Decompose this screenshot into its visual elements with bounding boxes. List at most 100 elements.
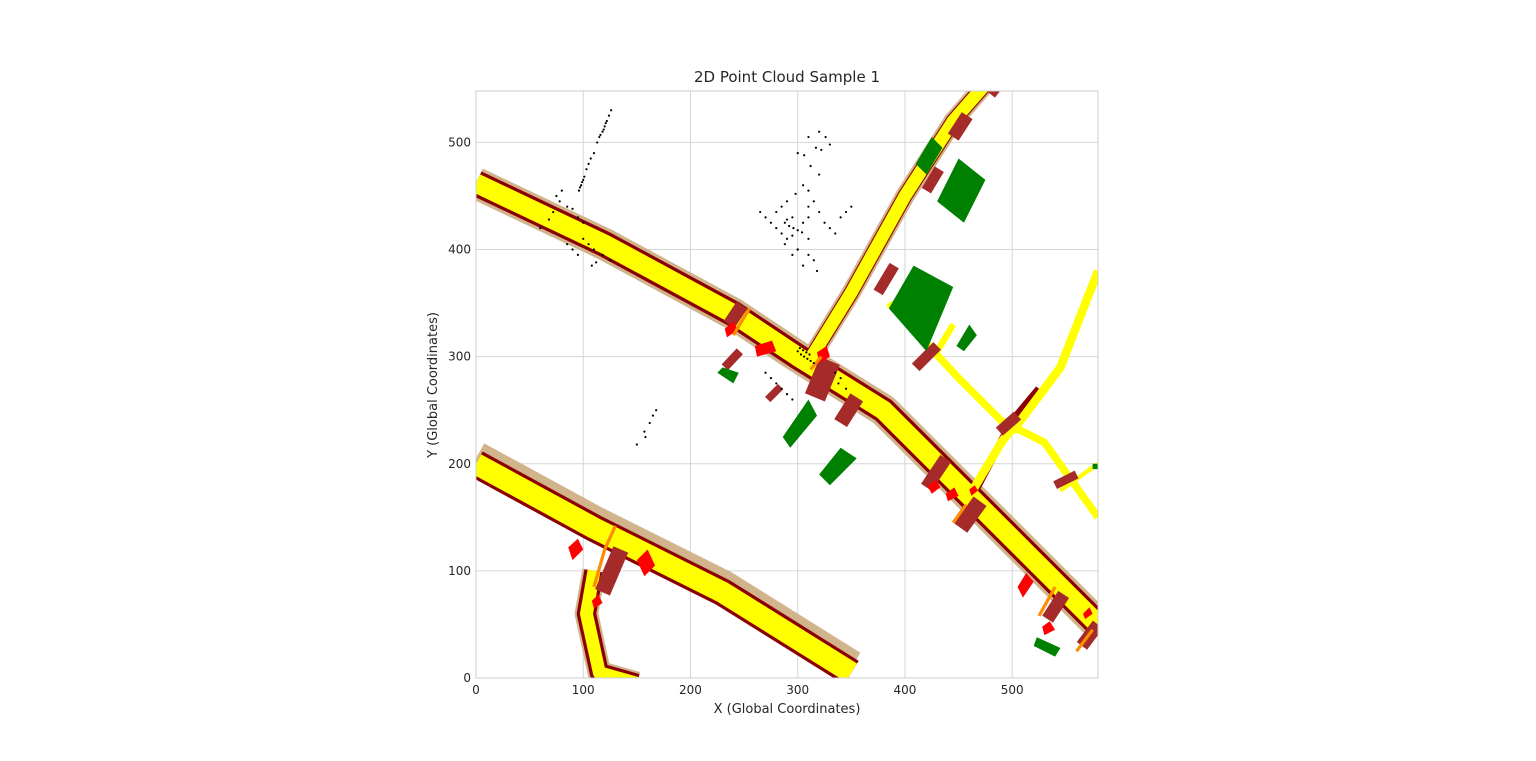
road-segment xyxy=(934,322,956,353)
point xyxy=(818,210,821,214)
point xyxy=(576,253,579,256)
x-axis: 0 100 200 300 400 500 xyxy=(472,683,1023,697)
point xyxy=(780,387,783,390)
edge-segment xyxy=(1075,628,1094,653)
marking-patch xyxy=(1082,607,1093,620)
crosswalk-segment xyxy=(1042,590,1070,623)
road-segment xyxy=(802,91,989,366)
point xyxy=(571,207,574,210)
y-tick-label: 400 xyxy=(448,243,471,257)
point xyxy=(807,237,810,240)
vegetation-patch xyxy=(915,137,943,175)
point xyxy=(610,109,613,112)
point xyxy=(780,232,783,235)
crosswalk-segment xyxy=(834,393,864,428)
y-axis-label: Y (Global Coordinates) xyxy=(426,312,441,459)
point xyxy=(643,430,646,433)
point xyxy=(801,264,805,267)
sidewalk-layer xyxy=(476,91,1098,678)
point xyxy=(592,248,596,251)
point xyxy=(818,130,821,133)
point xyxy=(805,351,808,354)
point xyxy=(809,164,812,168)
road-segment xyxy=(1008,269,1098,435)
point xyxy=(812,259,815,262)
point xyxy=(818,173,821,176)
point xyxy=(780,205,783,208)
point xyxy=(644,435,647,439)
point xyxy=(601,130,604,133)
point xyxy=(808,353,811,356)
point xyxy=(785,218,789,221)
crosswalk-segment xyxy=(986,91,1001,98)
point xyxy=(571,248,574,251)
point xyxy=(582,221,585,224)
point xyxy=(607,114,611,117)
point xyxy=(803,355,806,358)
road-segment xyxy=(1059,462,1098,493)
point xyxy=(839,216,842,219)
y-tick-label: 500 xyxy=(448,135,471,149)
point xyxy=(579,184,583,187)
point xyxy=(844,210,848,214)
point xyxy=(796,229,799,232)
road-segment xyxy=(476,174,1098,632)
grid xyxy=(475,91,1098,679)
point xyxy=(837,382,840,385)
point xyxy=(828,227,831,230)
x-tick-label: 400 xyxy=(894,683,917,697)
x-tick-label: 500 xyxy=(1001,683,1024,697)
point xyxy=(798,346,801,350)
point xyxy=(783,243,786,246)
crosswalk-segment xyxy=(921,454,952,491)
crosswalk-segment xyxy=(954,496,987,533)
vegetation-patch xyxy=(989,84,1008,91)
point xyxy=(552,210,555,214)
point xyxy=(800,231,804,234)
point xyxy=(566,243,569,246)
vegetation-patch xyxy=(1092,463,1098,470)
vegetation-patch xyxy=(956,324,977,352)
marking-patch xyxy=(724,321,738,338)
crosswalk-segment xyxy=(1053,470,1079,490)
point xyxy=(635,443,638,446)
vegetation-patch xyxy=(782,399,818,448)
x-axis-label: X (Global Coordinates) xyxy=(714,702,861,717)
crosswalk-layer xyxy=(595,91,1098,650)
x-tick-label: 200 xyxy=(679,683,702,697)
point xyxy=(807,216,810,219)
vegetation-patch xyxy=(819,447,857,486)
point xyxy=(577,189,581,192)
point xyxy=(820,148,823,152)
plot-area xyxy=(476,84,1098,678)
y-axis: 0 100 200 300 400 500 xyxy=(448,135,471,685)
point xyxy=(834,232,837,235)
point xyxy=(590,264,593,267)
point xyxy=(812,200,815,203)
point xyxy=(596,141,599,144)
points-layer xyxy=(539,109,853,446)
chart-title: 2D Point Cloud Sample 1 xyxy=(694,68,880,86)
point xyxy=(815,269,819,273)
point xyxy=(792,227,795,230)
edge-layer xyxy=(592,307,1094,653)
vegetation-layer xyxy=(717,84,1098,657)
point xyxy=(764,371,767,374)
point xyxy=(764,216,767,219)
x-tick-label: 0 xyxy=(472,683,480,697)
edge-segment xyxy=(1037,586,1057,617)
point xyxy=(785,237,789,240)
point xyxy=(604,122,607,125)
point xyxy=(824,135,827,139)
point xyxy=(785,393,789,396)
point xyxy=(566,205,569,208)
point xyxy=(803,154,806,157)
point xyxy=(648,421,651,425)
point xyxy=(576,216,579,219)
crosswalk-segment xyxy=(723,301,748,329)
point xyxy=(547,218,551,221)
point xyxy=(759,210,762,214)
point xyxy=(801,349,805,352)
x-tick-label: 100 xyxy=(572,683,595,697)
point xyxy=(589,157,592,160)
